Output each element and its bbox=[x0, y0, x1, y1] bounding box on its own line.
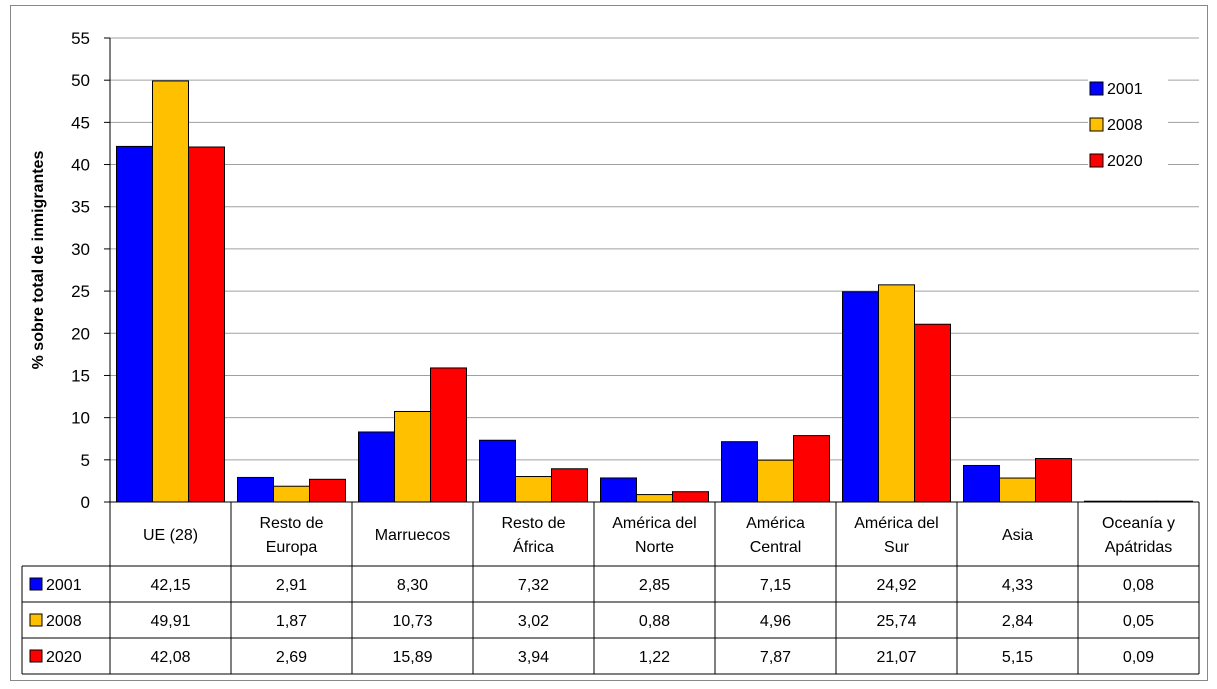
y-tick-label: 10 bbox=[71, 409, 90, 428]
data-label: 2,69 bbox=[276, 649, 307, 666]
bar-2008-1 bbox=[273, 485, 310, 503]
category-label: Sur bbox=[884, 539, 910, 556]
bar-2020-0 bbox=[188, 146, 225, 503]
data-label: 15,89 bbox=[392, 649, 432, 666]
data-label: 5,15 bbox=[1002, 649, 1033, 666]
bar-2001-3 bbox=[479, 439, 516, 503]
bar-2008-4 bbox=[636, 494, 673, 503]
category-label: Marruecos bbox=[375, 527, 451, 544]
data-label: 8,30 bbox=[397, 577, 428, 594]
data-label: 7,87 bbox=[760, 649, 791, 666]
bar-2020-5 bbox=[793, 435, 830, 503]
data-label: 25,74 bbox=[876, 613, 916, 630]
legend-label-2001: 2001 bbox=[1107, 81, 1143, 98]
data-label: 0,05 bbox=[1123, 613, 1154, 630]
data-label: 10,73 bbox=[392, 613, 432, 630]
y-axis-title: % sobre total de inmigrantes bbox=[30, 151, 47, 370]
bar-2008-6 bbox=[878, 284, 915, 503]
bar-2001-1 bbox=[237, 476, 274, 503]
y-tick-label: 20 bbox=[71, 324, 90, 343]
data-label: 0,88 bbox=[639, 613, 670, 630]
category-label: Resto de bbox=[501, 515, 565, 532]
legend-label-2020: 2020 bbox=[1107, 153, 1143, 170]
category-label: América del bbox=[854, 515, 938, 532]
legend-swatch-2020 bbox=[1089, 153, 1104, 168]
bar-2008-5 bbox=[757, 459, 794, 503]
data-label: 42,15 bbox=[150, 577, 190, 594]
y-tick-label: 15 bbox=[71, 366, 90, 385]
data-label: 3,02 bbox=[518, 613, 549, 630]
category-label: Europa bbox=[266, 539, 318, 556]
table-legend-key-2001 bbox=[29, 577, 43, 591]
table-legend-key-2020 bbox=[29, 649, 43, 663]
category-label: América bbox=[746, 515, 805, 532]
bar-2008-2 bbox=[394, 410, 431, 503]
bar-2001-0 bbox=[116, 145, 153, 503]
data-label: 3,94 bbox=[518, 649, 549, 666]
chart-frame bbox=[10, 5, 1208, 681]
data-label: 2,91 bbox=[276, 577, 307, 594]
bar-2001-2 bbox=[358, 431, 395, 503]
table-series-name: 2020 bbox=[46, 649, 82, 666]
legend-swatch-2001 bbox=[1089, 81, 1104, 96]
data-label: 24,92 bbox=[876, 577, 916, 594]
category-label: Resto de bbox=[259, 515, 323, 532]
data-label: 49,91 bbox=[150, 613, 190, 630]
data-label: 4,96 bbox=[760, 613, 791, 630]
data-label: 2,85 bbox=[639, 577, 670, 594]
table-series-name: 2001 bbox=[46, 577, 82, 594]
table-legend-key-2008 bbox=[29, 613, 43, 627]
bar-2001-5 bbox=[721, 441, 758, 503]
bar-2020-4 bbox=[672, 491, 709, 503]
bar-2020-3 bbox=[551, 468, 588, 503]
y-tick-label: 35 bbox=[71, 198, 90, 217]
bar-2020-2 bbox=[430, 367, 467, 503]
bar-2008-7 bbox=[999, 477, 1036, 503]
bar-2001-4 bbox=[600, 477, 637, 503]
bar-2020-6 bbox=[914, 323, 951, 503]
bar-2020-1 bbox=[309, 478, 346, 503]
data-label: 1,22 bbox=[639, 649, 670, 666]
data-label: 4,33 bbox=[1002, 577, 1033, 594]
category-label: UE (28) bbox=[143, 527, 198, 544]
bar-2008-0 bbox=[152, 80, 189, 503]
category-label: Asia bbox=[1002, 527, 1033, 544]
category-label: Apátridas bbox=[1105, 539, 1173, 556]
category-label: Oceanía y bbox=[1102, 515, 1175, 532]
data-label: 7,15 bbox=[760, 577, 791, 594]
bar-2001-7 bbox=[963, 464, 1000, 503]
data-label: 42,08 bbox=[150, 649, 190, 666]
data-label: 0,09 bbox=[1123, 649, 1154, 666]
y-tick-label: 30 bbox=[71, 240, 90, 259]
y-tick-label: 55 bbox=[71, 29, 90, 48]
y-tick-label: 0 bbox=[81, 493, 90, 512]
data-label: 21,07 bbox=[876, 649, 916, 666]
category-label: África bbox=[513, 537, 554, 556]
legend-swatch-2008 bbox=[1089, 117, 1104, 132]
category-label: Norte bbox=[635, 539, 674, 556]
table-series-name: 2008 bbox=[46, 613, 82, 630]
bar-2001-6 bbox=[842, 291, 879, 503]
data-label: 1,87 bbox=[276, 613, 307, 630]
bar-2020-7 bbox=[1035, 458, 1072, 503]
y-tick-label: 25 bbox=[71, 282, 90, 301]
bar-2008-3 bbox=[515, 476, 552, 503]
y-tick-label: 5 bbox=[81, 451, 90, 470]
category-label: América del bbox=[612, 515, 696, 532]
data-label: 2,84 bbox=[1002, 613, 1033, 630]
category-label: Central bbox=[750, 539, 802, 556]
y-tick-label: 40 bbox=[71, 156, 90, 175]
legend-label-2008: 2008 bbox=[1107, 117, 1143, 134]
y-tick-label: 50 bbox=[71, 71, 90, 90]
data-label: 0,08 bbox=[1123, 577, 1154, 594]
y-tick-label: 45 bbox=[71, 113, 90, 132]
data-label: 7,32 bbox=[518, 577, 549, 594]
